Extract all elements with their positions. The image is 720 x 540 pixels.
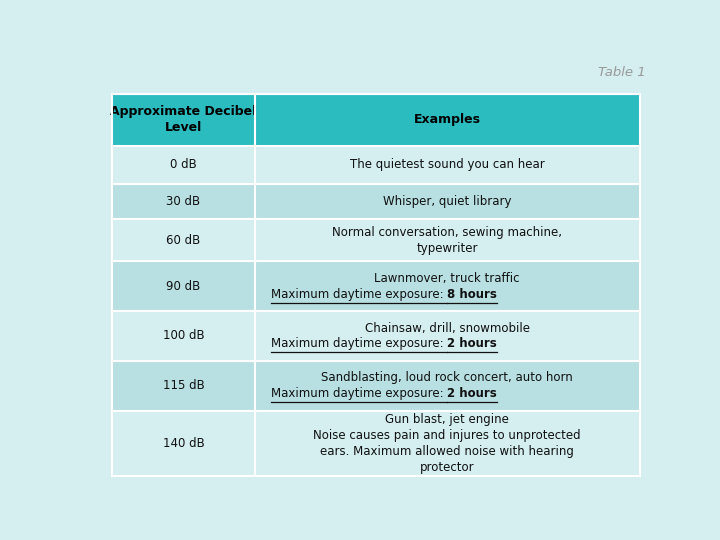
Text: 8 hours: 8 hours	[447, 288, 497, 301]
Bar	[255, 146, 639, 184]
Text: 90 dB: 90 dB	[166, 280, 201, 293]
Text: 0 dB: 0 dB	[170, 158, 197, 171]
Text: Chainsaw, drill, snowmobile: Chainsaw, drill, snowmobile	[364, 322, 530, 335]
Text: protector: protector	[420, 461, 474, 474]
Text: Maximum daytime exposure:: Maximum daytime exposure:	[271, 288, 447, 301]
Text: 140 dB: 140 dB	[163, 437, 204, 450]
Text: 60 dB: 60 dB	[166, 234, 201, 247]
Text: Maximum daytime exposure:: Maximum daytime exposure:	[271, 387, 447, 400]
Text: Whisper, quiet library: Whisper, quiet library	[383, 195, 511, 208]
Text: Maximum daytime exposure:: Maximum daytime exposure:	[271, 338, 447, 350]
Text: 2 hours: 2 hours	[447, 338, 497, 350]
Text: 30 dB: 30 dB	[166, 195, 201, 208]
Bar	[255, 361, 639, 411]
Bar	[255, 411, 639, 476]
Text: typewriter: typewriter	[416, 242, 478, 255]
Text: Approximate Decibel
Level: Approximate Decibel Level	[110, 105, 256, 134]
Bar	[112, 184, 255, 219]
Text: ears. Maximum allowed noise with hearing: ears. Maximum allowed noise with hearing	[320, 445, 574, 458]
Bar	[112, 146, 255, 184]
Bar	[255, 311, 639, 361]
Bar	[112, 261, 255, 311]
Text: Lawnmover, truck traffic: Lawnmover, truck traffic	[374, 272, 520, 285]
Text: Noise causes pain and injures to unprotected: Noise causes pain and injures to unprote…	[313, 429, 581, 442]
Text: 115 dB: 115 dB	[163, 379, 204, 392]
Text: Table 1: Table 1	[598, 66, 645, 79]
Bar	[112, 361, 255, 411]
Text: 100 dB: 100 dB	[163, 329, 204, 342]
Bar	[255, 219, 639, 261]
Bar	[255, 261, 639, 311]
Bar	[112, 311, 255, 361]
Text: Normal conversation, sewing machine,: Normal conversation, sewing machine,	[332, 226, 562, 239]
Bar	[255, 184, 639, 219]
Text: Gun blast, jet engine: Gun blast, jet engine	[385, 413, 509, 427]
Text: Sandblasting, loud rock concert, auto horn: Sandblasting, loud rock concert, auto ho…	[321, 372, 573, 384]
Bar	[112, 411, 255, 476]
Text: The quietest sound you can hear: The quietest sound you can hear	[350, 158, 544, 171]
Bar	[255, 94, 639, 146]
Text: Examples: Examples	[414, 113, 481, 126]
Text: 2 hours: 2 hours	[447, 387, 497, 400]
Bar	[112, 94, 255, 146]
Bar	[112, 219, 255, 261]
